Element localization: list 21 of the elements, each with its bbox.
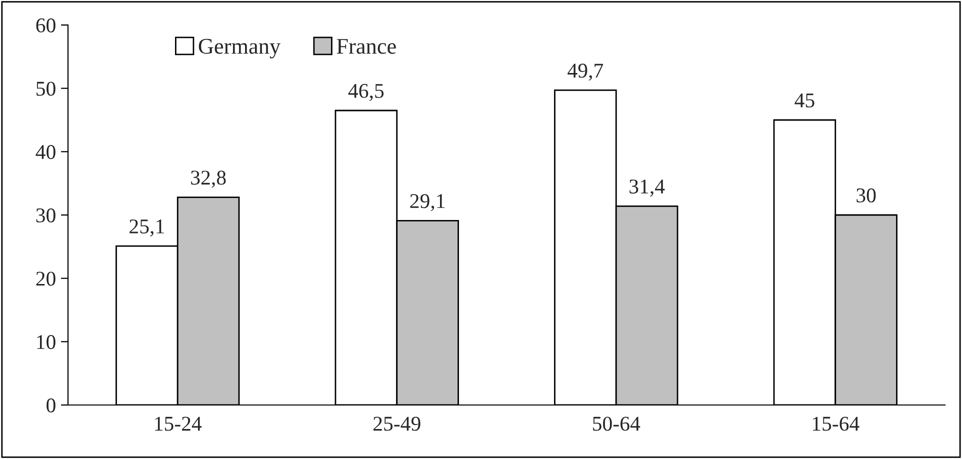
data-label: 46,5 [348, 84, 384, 101]
x-tick-label: 25-49 [373, 416, 420, 431]
data-label: 29,1 [410, 194, 445, 212]
data-label: 32,8 [191, 170, 226, 188]
data-label: 30 [856, 188, 876, 202]
y-tick-label: 60 [36, 18, 56, 32]
legend-label: Germany [198, 38, 281, 58]
data-label: 25,1 [130, 219, 164, 236]
x-tick-label: 15-64 [812, 416, 860, 431]
data-label: 45 [794, 94, 814, 108]
x-tick-label: 15-24 [155, 416, 202, 431]
y-tick-label: 0 [46, 398, 56, 412]
data-label: 49,7 [568, 64, 604, 81]
y-tick-label: 20 [36, 272, 56, 286]
x-tick-label: 50-64 [593, 416, 640, 431]
y-tick-label: 10 [37, 335, 56, 350]
data-label: 31,4 [630, 180, 665, 197]
y-tick-label: 50 [36, 82, 56, 96]
legend-label: France [336, 39, 396, 54]
y-tick-label: 30 [36, 208, 56, 222]
y-tick-label: 40 [36, 145, 56, 160]
